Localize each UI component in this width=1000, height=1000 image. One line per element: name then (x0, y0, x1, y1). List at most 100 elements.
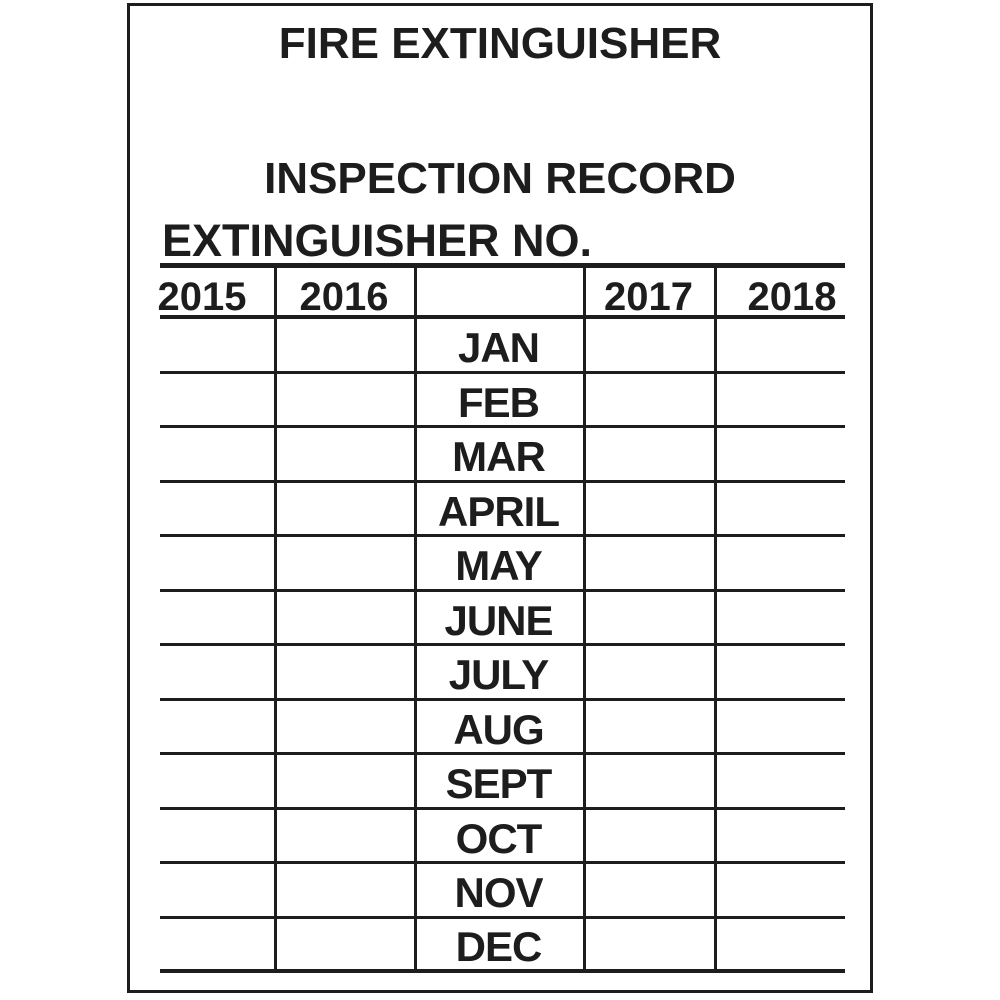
column-divider-line (583, 263, 586, 973)
write-in-cell (274, 374, 414, 426)
write-in-cell (130, 374, 274, 426)
row-divider-line (160, 969, 845, 973)
month-row-april: APRIL (130, 483, 870, 537)
inspection-table: 2015 2016 2017 2018 JAN (130, 263, 870, 973)
header-divider-line (160, 315, 845, 319)
write-in-cell (274, 919, 414, 970)
write-in-cell (130, 701, 274, 753)
month-label: FEB (458, 378, 540, 426)
write-in-cell (714, 592, 870, 644)
month-row-july: JULY (130, 646, 870, 701)
year-header-2017: 2017 (604, 275, 693, 319)
row-divider-line (160, 588, 845, 592)
month-label: SEPT (445, 760, 553, 808)
write-in-cell (583, 646, 714, 698)
month-label: AUG (453, 705, 544, 753)
write-in-cell (714, 374, 870, 426)
write-in-cell (583, 592, 714, 644)
month-label: MAR (452, 433, 546, 481)
write-in-cell (714, 701, 870, 753)
month-label: MAY (455, 542, 542, 590)
write-in-cell (130, 864, 274, 916)
write-in-cell (583, 319, 714, 371)
write-in-cell (583, 755, 714, 807)
month-row-jan: JAN (130, 319, 870, 374)
row-divider-line (160, 915, 845, 919)
write-in-cell (274, 701, 414, 753)
write-in-cell (714, 646, 870, 698)
inspection-record-tag: FIRE EXTINGUISHER INSPECTION RECORD EXTI… (127, 3, 873, 993)
write-in-cell (130, 810, 274, 862)
month-row-dec: DEC (130, 919, 870, 973)
row-divider-line (160, 697, 845, 701)
year-header-2015: 2015 (157, 275, 247, 319)
write-in-cell (130, 483, 274, 535)
write-in-cell (583, 864, 714, 916)
month-label: DEC (455, 923, 543, 971)
row-divider-line (160, 806, 845, 810)
row-divider-line (160, 752, 845, 755)
write-in-cell (274, 537, 414, 589)
month-label: NOV (454, 869, 543, 917)
write-in-cell (274, 319, 414, 371)
month-column-header-blank (414, 268, 583, 317)
extinguisher-no-underline (160, 263, 845, 268)
write-in-cell (583, 810, 714, 862)
write-in-cell (714, 483, 870, 535)
row-divider-line (160, 425, 845, 428)
tag-subtitle: INSPECTION RECORD (264, 154, 736, 203)
row-divider-line (160, 534, 845, 537)
write-in-cell (714, 755, 870, 807)
write-in-cell (583, 701, 714, 753)
month-row-june: JUNE (130, 592, 870, 646)
year-header-2018: 2018 (747, 275, 837, 319)
write-in-cell (274, 864, 414, 916)
write-in-cell (274, 646, 414, 698)
write-in-cell (583, 428, 714, 480)
month-label: JAN (457, 324, 540, 372)
write-in-cell (714, 319, 870, 371)
write-in-cell (274, 810, 414, 862)
column-divider-line (714, 263, 717, 973)
write-in-cell (714, 919, 870, 970)
month-row-may: MAY (130, 537, 870, 592)
month-row-mar: MAR (130, 428, 870, 483)
write-in-cell (583, 919, 714, 970)
month-label: JULY (448, 651, 550, 699)
write-in-cell (274, 428, 414, 480)
row-divider-line (160, 479, 845, 483)
year-header-row: 2015 2016 2017 2018 (130, 268, 870, 319)
write-in-cell (130, 537, 274, 589)
write-in-cell (714, 537, 870, 589)
write-in-cell (274, 592, 414, 644)
month-row-feb: FEB (130, 374, 870, 428)
row-divider-line (160, 370, 845, 374)
row-divider-line (160, 861, 845, 864)
column-divider-line (274, 263, 277, 973)
month-row-sept: SEPT (130, 755, 870, 810)
month-label: OCT (455, 814, 543, 862)
write-in-cell (714, 428, 870, 480)
write-in-cell (274, 483, 414, 535)
write-in-cell (583, 537, 714, 589)
write-in-cell (583, 483, 714, 535)
year-header-2016: 2016 (299, 275, 389, 319)
month-label: JUNE (444, 596, 553, 644)
write-in-cell (130, 428, 274, 480)
month-row-nov: NOV (130, 864, 870, 919)
write-in-cell (130, 755, 274, 807)
month-row-aug: AUG (130, 701, 870, 755)
month-label: APRIL (438, 487, 560, 535)
write-in-cell (130, 919, 274, 970)
month-row-oct: OCT (130, 810, 870, 864)
write-in-cell (130, 319, 274, 371)
write-in-cell (130, 646, 274, 698)
extinguisher-no-label: EXTINGUISHER NO. (162, 215, 593, 266)
write-in-cell (714, 864, 870, 916)
tag-title: FIRE EXTINGUISHER (278, 19, 722, 68)
row-divider-line (160, 643, 845, 646)
write-in-cell (583, 374, 714, 426)
write-in-cell (274, 755, 414, 807)
write-in-cell (130, 592, 274, 644)
